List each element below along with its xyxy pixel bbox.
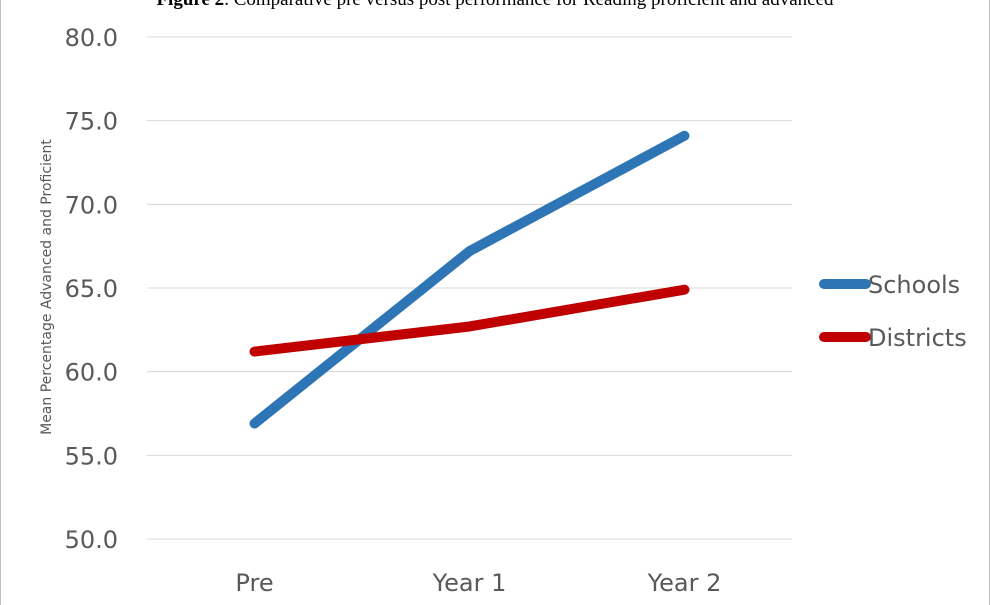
figure-caption: . Comparative pre versus post performanc… (224, 0, 833, 10)
y-tick-label: 80.0 (65, 24, 118, 52)
figure-number: Figure 2 (156, 0, 224, 10)
series-lines (249, 130, 690, 429)
y-tick-label: 70.0 (65, 191, 118, 219)
y-tick-label: 50.0 (65, 526, 118, 554)
x-tick-label: Year 1 (432, 569, 507, 597)
x-tick-label: Year 2 (647, 569, 722, 597)
y-tick-label: 65.0 (65, 275, 118, 303)
y-axis-label: Mean Percentage Advanced and Proficient (39, 139, 55, 435)
legend: Schools Districts (819, 271, 967, 352)
series-line-schools (249, 130, 690, 429)
x-tick-label: Pre (235, 569, 273, 597)
y-axis-ticks: 50.0 55.0 60.0 65.0 70.0 75.0 80.0 (65, 24, 118, 554)
x-axis-ticks: Pre Year 1 Year 2 (235, 569, 721, 597)
y-tick-label: 55.0 (65, 442, 118, 470)
figure-title: Figure 2. Comparative pre versus post pe… (0, 0, 990, 11)
legend-label-schools: Schools (868, 271, 960, 299)
y-tick-label: 75.0 (65, 108, 118, 136)
gridlines (147, 36, 792, 540)
y-tick-label: 60.0 (65, 359, 118, 387)
legend-label-districts: Districts (868, 324, 967, 352)
series-line-districts (249, 284, 690, 357)
